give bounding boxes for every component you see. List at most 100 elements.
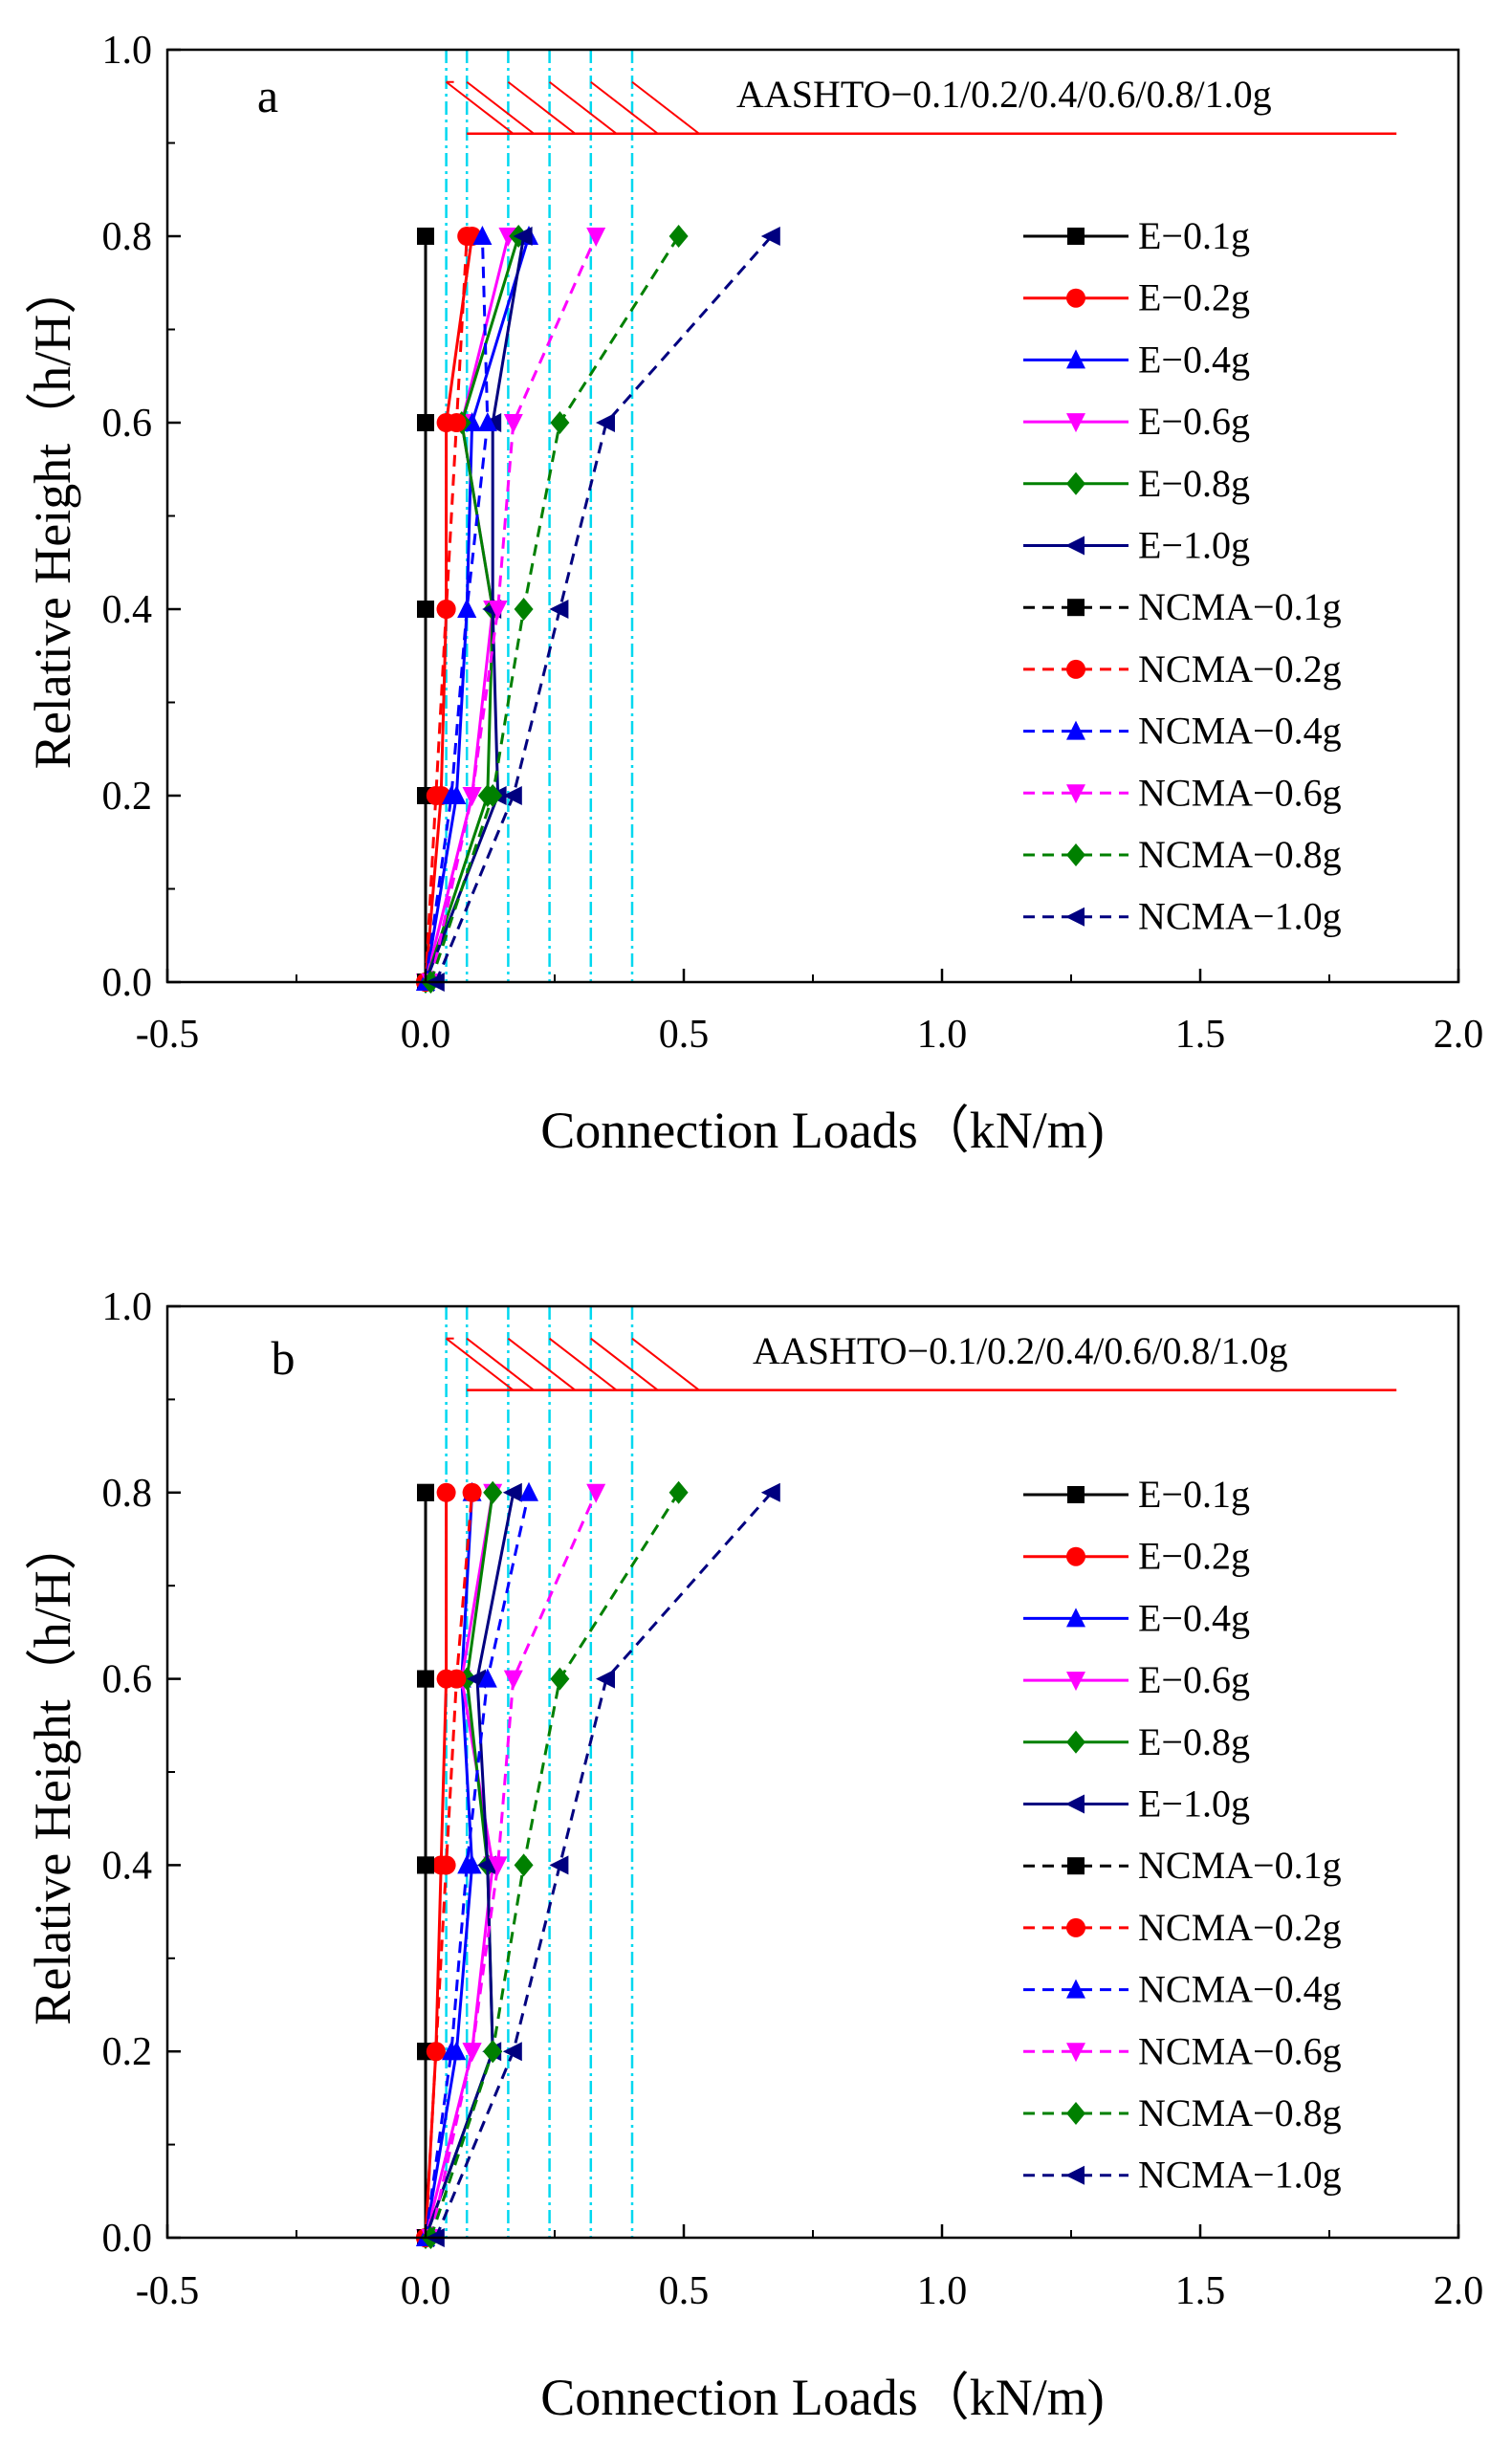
legend-label: E−1.0g [1138, 1783, 1250, 1826]
legend-marker [1066, 1672, 1085, 1692]
legend-marker [1067, 599, 1085, 617]
legend-label: E−0.8g [1138, 462, 1250, 505]
legend-marker [1067, 1857, 1085, 1875]
legend-label: NCMA−0.2g [1138, 647, 1342, 690]
data-point [426, 2042, 446, 2062]
y-tick-label: 1.0 [102, 29, 153, 73]
data-point [549, 1855, 569, 1875]
data-point [417, 1856, 434, 1874]
panel-label: a [257, 69, 278, 122]
data-point [668, 1480, 689, 1504]
legend-label: NCMA−0.8g [1138, 833, 1342, 876]
data-point [477, 412, 497, 431]
data-point [462, 787, 482, 806]
legend-label: E−0.4g [1138, 1596, 1250, 1639]
aashto-hatch [590, 1337, 659, 1391]
legend-label: NCMA−0.2g [1138, 1906, 1342, 1949]
data-point [417, 1483, 434, 1501]
aashto-hatch [466, 80, 535, 135]
aashto-hatch [466, 1337, 535, 1391]
data-point [502, 786, 522, 805]
legend-marker [1066, 1730, 1085, 1754]
data-point [483, 784, 503, 807]
legend-label: NCMA−0.1g [1138, 585, 1342, 628]
series-line [434, 235, 773, 983]
x-tick-label: 2.0 [1434, 2269, 1484, 2313]
data-point [503, 1670, 523, 1690]
legend-label: NCMA−0.4g [1138, 1968, 1342, 2011]
legend-label: NCMA−0.4g [1138, 710, 1342, 753]
data-point [417, 1670, 434, 1688]
data-point [472, 226, 493, 245]
data-point [447, 1669, 467, 1689]
legend-marker [1065, 536, 1085, 556]
x-tick-label: 1.0 [917, 1013, 968, 1057]
data-point [426, 786, 446, 805]
series-line [424, 1492, 531, 2239]
data-point [586, 228, 606, 247]
y-tick-label: 0.0 [102, 961, 153, 1005]
legend-label: NCMA−0.6g [1138, 2029, 1342, 2072]
legend-marker [1066, 843, 1085, 866]
aashto-hatch [631, 1337, 700, 1391]
aashto-label: AASHTO−0.1/0.2/0.4/0.6/0.8/1.0g [753, 1329, 1288, 1372]
data-point [417, 414, 434, 431]
y-tick-label: 0.6 [102, 402, 153, 446]
data-point [519, 1481, 538, 1501]
x-tick-label: -0.5 [136, 2269, 200, 2313]
data-point [442, 785, 461, 804]
legend-label: E−0.8g [1138, 1720, 1250, 1763]
legend-label: E−0.6g [1138, 1658, 1250, 1701]
aashto-hatch [590, 80, 659, 135]
data-point [462, 1482, 482, 1502]
data-point [488, 1856, 508, 1876]
legend-marker [1066, 471, 1085, 495]
x-tick-label: 1.5 [1175, 2269, 1226, 2313]
x-tick-label: 0.0 [401, 1013, 451, 1057]
panel-a: AASHTO−0.1/0.2/0.4/0.6/0.8/1.0g -0.5 0.0 0.… [24, 29, 1483, 1159]
x-axis-title: Connection Loads（kN/m) [540, 2369, 1104, 2426]
aashto-hatch [548, 80, 618, 135]
y-tick-label: 0.8 [102, 215, 153, 259]
series-line [428, 1492, 598, 2239]
y-tick-label: 0.8 [102, 1472, 153, 1516]
data-point [549, 600, 569, 619]
data-point [586, 1483, 606, 1503]
series-line [428, 235, 598, 983]
data-point [483, 1480, 503, 1504]
x-tick-label: 2.0 [1434, 1013, 1484, 1057]
x-tick-label: 0.0 [401, 2269, 451, 2313]
y-tick-label: 0.2 [102, 775, 153, 819]
data-point [457, 1854, 477, 1874]
legend-marker [1066, 784, 1085, 804]
data-point [550, 1667, 570, 1691]
x-tick-label: 0.5 [659, 1013, 710, 1057]
data-point [550, 411, 570, 434]
data-point [502, 1482, 522, 1502]
aashto-hatch [507, 80, 577, 135]
legend-marker [1066, 2043, 1085, 2063]
data-point [417, 228, 434, 245]
data-point [457, 599, 477, 618]
data-point [596, 413, 615, 432]
data-point [503, 414, 523, 433]
legend-marker [1065, 2165, 1085, 2185]
aashto-hatch [631, 80, 700, 135]
y-tick-label: 0.4 [102, 588, 153, 632]
data-point [462, 2043, 482, 2063]
data-point [436, 1482, 456, 1502]
data-point [436, 600, 456, 619]
legend-marker [1066, 1979, 1085, 1999]
legend-label: E−0.1g [1138, 1473, 1250, 1516]
y-tick-label: 0.0 [102, 2217, 153, 2261]
x-tick-label: 0.5 [659, 2269, 710, 2313]
legend-label: NCMA−1.0g [1138, 2154, 1342, 2197]
legend-marker [1066, 349, 1085, 369]
aashto-label: AASHTO−0.1/0.2/0.4/0.6/0.8/1.0g [736, 73, 1272, 116]
legend-label: NCMA−0.6g [1138, 771, 1342, 814]
y-axis-title: Relative Height（h/H） [24, 263, 81, 769]
data-point [417, 601, 434, 618]
legend-marker [1066, 288, 1085, 308]
legend-marker [1066, 413, 1085, 433]
